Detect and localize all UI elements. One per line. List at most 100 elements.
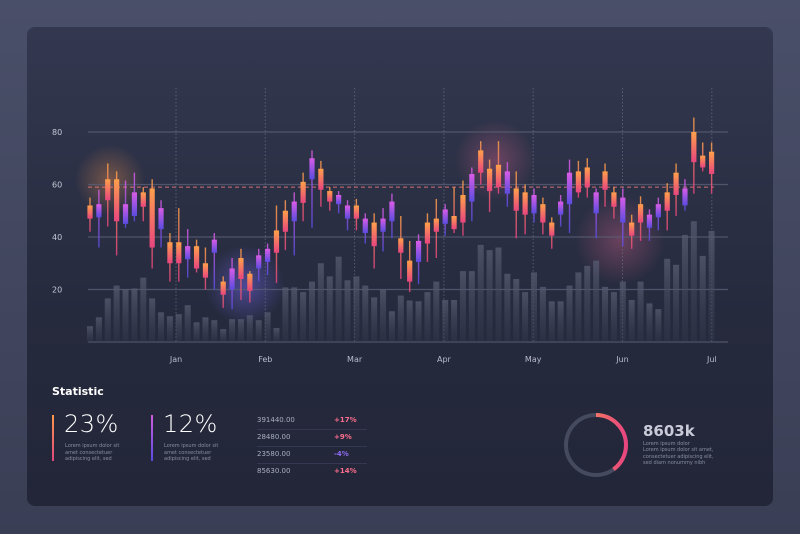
candle-body [380, 218, 386, 232]
volume-bar [282, 287, 289, 342]
candle-body [158, 208, 164, 230]
candle-body [176, 242, 182, 264]
candle [282, 200, 288, 251]
candle-body [344, 205, 351, 219]
volume-bar [673, 264, 680, 342]
candle [291, 192, 297, 256]
candle [469, 167, 475, 222]
candle-body [682, 188, 688, 206]
volume-bar [433, 281, 440, 342]
candle-body [620, 197, 626, 223]
candle-body [318, 168, 324, 190]
candle [495, 141, 502, 194]
candle-body [247, 273, 253, 291]
stat-card-1-value: 23% [64, 410, 119, 438]
candle [309, 150, 315, 228]
candle [211, 233, 217, 290]
candle [709, 142, 715, 194]
candle [105, 163, 111, 227]
candle-body [371, 222, 377, 247]
volume-bar [229, 319, 236, 342]
candle-body [433, 218, 439, 232]
candle [327, 187, 333, 211]
progress-ring-arc [564, 413, 628, 477]
candle-wick [213, 233, 216, 290]
volume-bar [575, 272, 582, 342]
candle [149, 179, 155, 269]
x-tick-label: Jan [169, 355, 182, 364]
candle-body [646, 214, 653, 228]
candle-body [140, 192, 146, 207]
candle-wick [293, 192, 295, 256]
candle [114, 171, 120, 256]
candle-body [229, 268, 235, 290]
candle-body [362, 218, 368, 234]
candle [629, 214, 635, 249]
candle-body [504, 171, 510, 194]
row-change: +17% [334, 416, 357, 424]
volume-bar [166, 316, 173, 342]
candle [96, 189, 102, 248]
volume-bar [619, 281, 626, 342]
candle [344, 200, 351, 231]
candle-body [220, 281, 226, 295]
candle [318, 160, 324, 207]
candle [185, 229, 191, 278]
text-line: Lorem ipsum dolor sit amet, [643, 447, 714, 454]
candle-body [256, 255, 262, 269]
candle [398, 216, 404, 279]
candle-body [238, 258, 244, 279]
candles [87, 117, 715, 310]
volume-bar [95, 317, 102, 342]
volume-bar [344, 280, 351, 342]
candle [300, 172, 306, 222]
statistic-title: Statistic [52, 385, 104, 398]
x-tick-label: May [525, 355, 542, 364]
candle [558, 195, 564, 227]
table-row: 28480.00 +9% [257, 430, 367, 447]
volume-bar [335, 256, 342, 342]
text-line: sed diam nonummy nibh [643, 459, 706, 466]
candle [540, 197, 546, 235]
progress-ring [564, 413, 628, 477]
candle [353, 198, 359, 231]
candle-body [389, 201, 395, 222]
row-value: 391440.00 [257, 416, 295, 424]
candle [575, 160, 581, 198]
candle-body [193, 246, 200, 269]
y-tick-label: 60 [52, 181, 62, 190]
candle [700, 142, 706, 172]
text-line: amet consectetuer [164, 449, 212, 456]
volume-bar [87, 326, 93, 342]
volume-bar [140, 277, 147, 342]
candle-body [122, 204, 129, 224]
row-value: 85630.00 [257, 467, 291, 475]
volume-bar [175, 314, 182, 342]
volume-bar [637, 281, 644, 342]
candle-body [415, 240, 422, 262]
text-line: Lorem ipsum dolor sit [65, 443, 120, 449]
stat-card-1-text: Lorem ipsum dolor sit amet consectetuer … [65, 443, 135, 463]
stat-card-2-value: 12% [163, 410, 218, 438]
volume-bar [495, 247, 502, 342]
candle-body [300, 181, 306, 203]
x-axis-labels: Jan Feb Mar Apr May Jun Jul [169, 355, 717, 364]
row-change: -4% [334, 450, 349, 458]
candle-body [336, 195, 342, 205]
candle-body [495, 164, 502, 188]
candle [389, 193, 395, 239]
volume-bar [646, 303, 653, 342]
text-line: adipiscing elit, sed [65, 456, 112, 462]
candle [602, 163, 608, 207]
text-line: consectetuer adipiscing elit, [643, 453, 714, 460]
candle [478, 141, 484, 185]
volume-bar [317, 263, 324, 342]
volume-bar [202, 317, 209, 342]
volume-bar [539, 286, 546, 342]
volume-bar [397, 295, 404, 342]
candle-body [105, 179, 111, 201]
volume-bar [548, 301, 555, 342]
volume-bar [486, 250, 493, 342]
x-tick-label: Feb [258, 355, 272, 364]
candle-body [531, 195, 537, 214]
